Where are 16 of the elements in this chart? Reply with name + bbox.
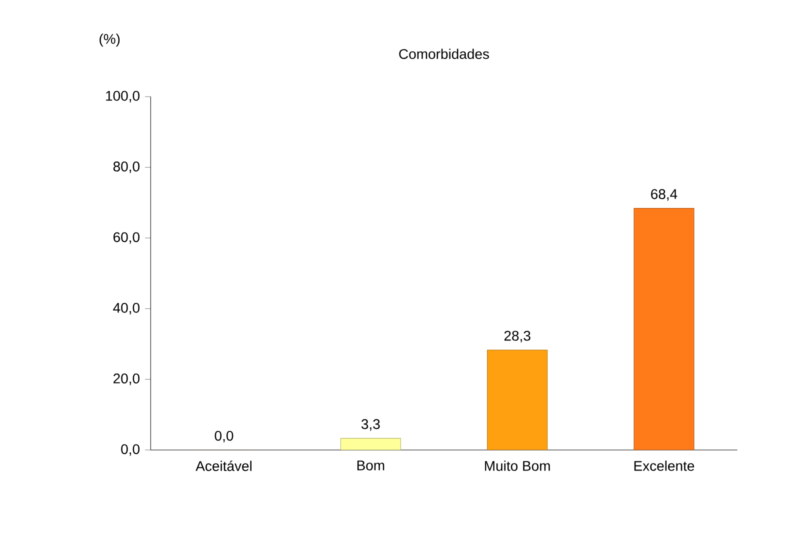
x-tick-label: Aceitável bbox=[196, 460, 252, 472]
data-label: 0,0 bbox=[214, 430, 234, 442]
y-tick-label: 40,0 bbox=[113, 302, 140, 314]
y-tick-label: 20,0 bbox=[114, 374, 140, 386]
y-tick-label: 100,0 bbox=[106, 90, 140, 102]
y-axis-title: (%) bbox=[100, 34, 120, 47]
y-tick-label: 80,0 bbox=[113, 162, 140, 174]
x-tick-label: Muito Bom bbox=[485, 460, 550, 471]
y-tick-label: 60,0 bbox=[114, 232, 140, 244]
x-tick-label: Bom bbox=[357, 460, 384, 470]
y-tick-label: 0,0 bbox=[121, 444, 140, 456]
data-label: 68,4 bbox=[651, 189, 678, 201]
x-tick-label: Excelente bbox=[634, 460, 694, 471]
data-label: 28,3 bbox=[504, 330, 530, 342]
data-label: 3,3 bbox=[361, 419, 380, 431]
chart-title: Comorbidades bbox=[399, 48, 489, 59]
